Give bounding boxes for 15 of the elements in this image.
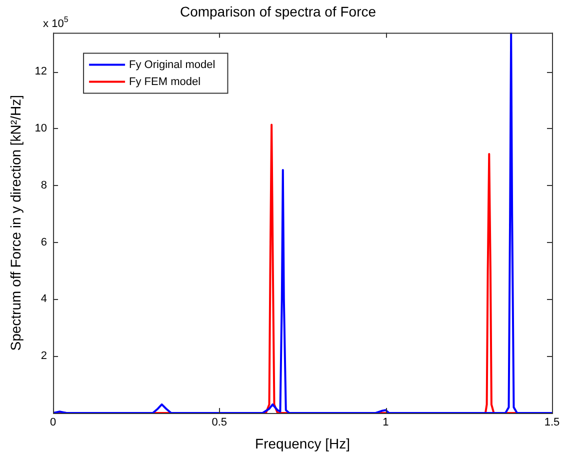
x-tick-label: 0.5 <box>212 416 228 429</box>
chart-title: Comparison of spectra of Force <box>180 3 376 20</box>
legend-label: Fy Original model <box>129 58 216 71</box>
y-tick-label: 10 <box>34 122 48 134</box>
x-tick-label: 1.5 <box>544 416 560 429</box>
y-tick-label: 8 <box>40 179 48 192</box>
legend-label: Fy FEM model <box>129 76 201 88</box>
y-tick-label: 4 <box>40 293 48 306</box>
x-tick-label: 0 <box>50 416 56 429</box>
x-tick-label: 1 <box>382 416 389 429</box>
y-tick-label: 12 <box>34 66 48 78</box>
y-axis-title: Spectrum off Force in y direction [kN²/Hz] <box>7 95 24 351</box>
x-axis-title: Frequency [Hz] <box>255 435 350 452</box>
y-tick-label: 6 <box>40 236 48 248</box>
y-tick-label: 2 <box>40 350 48 362</box>
